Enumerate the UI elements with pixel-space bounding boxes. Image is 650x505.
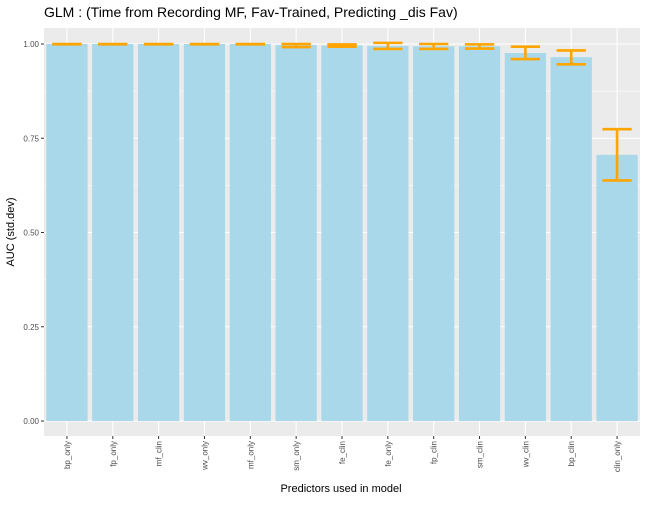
x-tick-label: sm_only: [292, 441, 301, 471]
bar-sm_only: [276, 45, 317, 421]
bar-fe_only: [367, 46, 408, 421]
y-tick-label: 0.25: [23, 323, 39, 332]
x-tick-label: mf_clin: [155, 441, 164, 466]
x-axis: bp_only fp_only mf_clin wv_only mf_only sm_on…: [63, 436, 622, 472]
y-axis: 0.00 0.25 0.50 0.75 1.00: [23, 40, 44, 426]
x-tick-label: fp_only: [109, 441, 118, 467]
x-tick-label: wv_only: [200, 441, 209, 471]
x-tick-label: fe_clin: [338, 441, 347, 464]
error-bar-fe_clin: [327, 44, 356, 46]
x-tick-label: fp_clin: [430, 441, 439, 464]
x-tick-label: sm_clin: [476, 441, 485, 468]
y-axis-title: AUC (std.dev): [5, 197, 17, 266]
bar-bp_only: [46, 44, 87, 421]
bar-fp_clin: [413, 46, 454, 421]
bar-wv_only: [184, 44, 225, 421]
chart-title: GLM : (Time from Recording MF, Fav-Train…: [44, 4, 458, 20]
x-tick-label: clin_only: [613, 441, 622, 472]
bar-fe_clin: [321, 46, 362, 421]
bar-fp_only: [92, 44, 133, 421]
y-tick-label: 0.75: [23, 134, 39, 143]
x-axis-title: Predictors used in model: [280, 483, 401, 495]
x-tick-label: mf_only: [246, 441, 255, 469]
y-tick-label: 0.50: [23, 229, 39, 238]
bar-bp_clin: [551, 57, 592, 421]
bar-wv_clin: [505, 53, 546, 421]
y-tick-label: 0.00: [23, 417, 39, 426]
bar-sm_clin: [459, 46, 500, 421]
bar-mf_clin: [138, 44, 179, 421]
y-tick-label: 1.00: [23, 40, 39, 49]
x-tick-label: fe_only: [384, 441, 393, 467]
x-tick-label: bp_only: [63, 441, 72, 469]
bar-clin_only: [596, 155, 637, 421]
x-tick-label: bp_clin: [567, 441, 576, 466]
x-tick-label: wv_clin: [521, 441, 530, 468]
bar-mf_only: [230, 44, 271, 421]
